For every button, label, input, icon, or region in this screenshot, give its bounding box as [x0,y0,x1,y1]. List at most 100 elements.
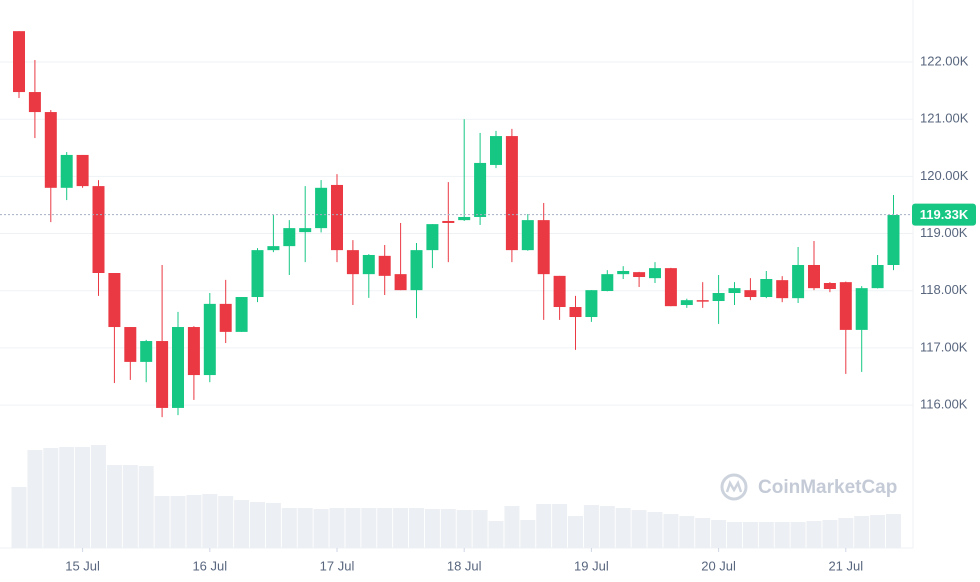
volume-bar [313,509,329,548]
candle-body [728,288,741,294]
candle-body [458,216,471,221]
candle-body [696,300,709,302]
volume-bar [297,508,313,548]
grid-layer [0,61,913,406]
volume-bar [727,522,742,548]
candle-body [362,254,375,275]
volume-bar [583,505,599,548]
candle-body [823,283,836,290]
candle-body [172,327,184,408]
volume-bar [838,518,854,548]
candle-body [140,341,153,362]
volume-bar [790,522,806,548]
candle-body [664,268,677,307]
volume-bar [59,447,75,548]
volume-bar [679,516,695,548]
candle-body [235,297,248,332]
volume-bar [631,510,647,548]
volume-bar [27,450,43,548]
candle-body [808,264,820,289]
volume-bar [456,510,472,548]
last-price-label: 119.33K [920,207,969,222]
candle-body [537,220,550,275]
volume-bar [154,496,170,548]
volume-bar [758,522,774,548]
candle-body [712,293,725,302]
candle-body [855,288,868,330]
candle-body [219,303,232,332]
volume-bar [377,508,393,548]
volume-bar [409,508,424,548]
volume-bar [536,504,552,548]
x-tick-label: 18 Jul [447,558,482,573]
candle-body [649,268,661,279]
candle-body [28,92,41,113]
y-tick-label: 116.00K [920,397,968,412]
candle-body [60,154,73,188]
volume-bar [281,508,297,548]
candle-body [108,272,121,328]
last-price-tag [912,203,976,226]
y-tick-label: 121.00K [920,111,969,126]
volume-bar [424,509,440,548]
candle-body [490,136,502,165]
candle-body [585,290,598,318]
candle-body [442,220,455,223]
x-tick-label: 20 Jul [701,558,736,573]
volume-bar [345,508,361,548]
candle-layer [13,31,900,418]
candle-body [617,270,630,275]
candle-body [505,136,518,251]
candle-body [569,307,582,318]
candle-body [203,303,216,376]
x-tick-label: 21 Jul [828,558,863,573]
volume-bar [43,448,59,548]
volume-bar [218,496,234,548]
volume-bar [711,520,727,548]
volume-bar [361,508,377,548]
volume-bar [202,494,218,548]
candle-body [92,186,105,273]
volume-bar [393,508,409,548]
y-tick-label: 119.00K [920,225,968,240]
candle-body [887,214,900,265]
volume-bar [504,506,520,548]
candle-body [871,264,884,289]
y-tick-label: 122.00K [920,53,969,68]
volume-layer [11,445,901,548]
volume-bar [806,521,822,548]
y-tick-label: 117.00K [920,339,968,354]
candle-body [744,290,757,298]
volume-bar [250,502,265,548]
candle-body [315,187,328,229]
candle-body [378,255,391,276]
volume-bar [615,508,631,548]
candle-body [156,341,169,408]
volume-bar [186,495,202,548]
x-tick-label: 17 Jul [320,558,355,573]
volume-bar [472,510,488,548]
candle-body [283,228,296,247]
candle-body [394,274,407,291]
candle-body [346,250,359,275]
volume-bar [265,503,281,548]
volume-bar [106,465,122,548]
candle-body [521,220,534,251]
candle-body [474,162,487,217]
x-tick-label: 15 Jul [65,558,100,573]
candle-body [13,31,25,93]
volume-bar [647,512,663,548]
volume-bar [170,496,186,548]
candle-body [839,282,852,330]
candle-body [760,279,773,298]
x-tick-label: 19 Jul [574,558,609,573]
candle-body [251,250,264,298]
candle-body [410,250,423,291]
candle-body [426,224,439,251]
volume-bar [695,518,711,548]
candle-body [553,275,566,308]
candle-body [187,327,200,376]
candle-body [76,154,89,187]
